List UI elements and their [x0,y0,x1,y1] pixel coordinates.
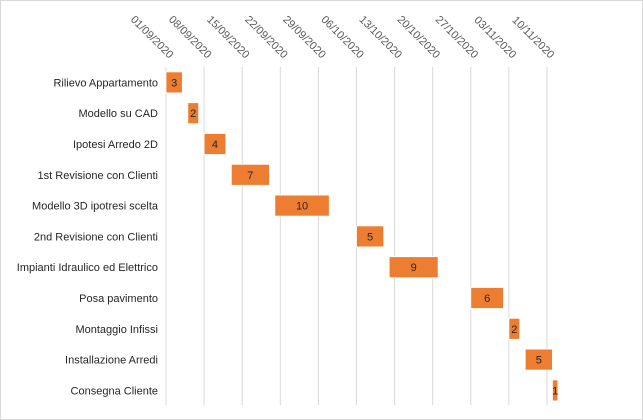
gantt-bar [508,317,521,340]
bar-value-labels: 3 2 4 7 10 5 9 6 2 5 1 [171,77,558,397]
gantt-bar [388,256,439,279]
bar-value-label: 5 [536,355,542,367]
category-label: 1st Revisione con Clienti [38,170,158,182]
gantt-bar [470,287,504,309]
x-tick-labels: 01/09/202008/09/202015/09/202022/09/2020… [128,14,556,61]
bar-value-label: 10 [296,201,308,213]
category-label: Modello 3D ipotresi scelta [32,201,159,213]
gantt-bar [524,348,553,371]
category-label: Modello su CAD [79,108,159,120]
bar-value-label: 2 [190,108,196,120]
category-label: Ipotesi Arredo 2D [73,139,158,151]
gantt-bar [203,133,227,155]
bar-value-label: 7 [247,170,253,182]
category-labels: Rilievo Appartamento Modello su CAD Ipotes… [17,77,159,397]
category-label: 2nd Revisione con Clienti [34,231,158,243]
gantt-bar [274,194,330,217]
bar-value-label: 5 [367,231,373,243]
gantt-bar [552,379,559,402]
category-label: Installazione Arredi [65,355,158,367]
bar-value-label: 9 [411,262,417,274]
category-label: Rilievo Appartamento [53,77,158,89]
bar-value-label: 6 [484,293,490,305]
category-label: Montaggio Infissi [75,324,158,336]
bar-value-label: 3 [171,77,177,89]
gantt-bar [356,225,385,248]
category-label: Consegna Cliente [71,385,158,397]
bar-value-label: 2 [511,324,517,336]
gantt-bar [230,163,270,186]
gantt-bar [165,71,183,94]
bars [165,71,559,402]
bar-value-label: 4 [212,139,218,151]
category-label: Posa pavimento [79,293,158,305]
bar-value-label: 1 [552,385,558,397]
gantt-bar [187,102,200,125]
category-label: Impianti Idraulico ed Elettrico [17,262,158,274]
